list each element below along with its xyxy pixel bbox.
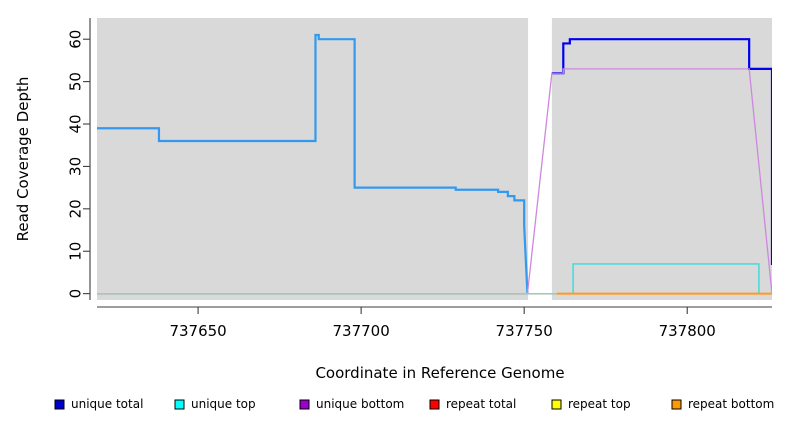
legend-swatch-unique-top bbox=[174, 399, 185, 410]
legend-swatch-repeat-bottom bbox=[671, 399, 682, 410]
y-tick-label: 50 bbox=[67, 72, 85, 91]
x-tick-label: 737800 bbox=[659, 322, 716, 340]
legend-swatch-unique-bottom bbox=[299, 399, 310, 410]
y-axis: 0 10 20 30 40 50 60 bbox=[67, 18, 91, 300]
y-tick-label: 0 bbox=[67, 289, 85, 299]
legend-label-unique-total: unique total bbox=[71, 397, 143, 411]
x-tick-label: 737650 bbox=[169, 322, 226, 340]
y-tick-label: 20 bbox=[67, 199, 85, 218]
series-line-unique-bottom bbox=[97, 68, 772, 295]
legend-label-unique-bottom: unique bottom bbox=[316, 397, 404, 411]
y-tick-label: 60 bbox=[67, 30, 85, 49]
x-tick-label: 737750 bbox=[496, 322, 553, 340]
legend-swatch-repeat-top bbox=[551, 399, 562, 410]
x-tick-label: 737700 bbox=[332, 322, 389, 340]
y-tick-label: 40 bbox=[67, 114, 85, 133]
legend-swatch-repeat-total bbox=[429, 399, 440, 410]
x-axis-title: Coordinate in Reference Genome bbox=[315, 364, 564, 382]
y-tick-label: 10 bbox=[67, 242, 85, 261]
series-line-unique-total-right bbox=[551, 38, 772, 266]
data-series-layer bbox=[97, 33, 772, 295]
legend-swatch-unique-total bbox=[54, 399, 65, 410]
chart-legend: unique total unique top unique bottom repea… bbox=[54, 397, 774, 411]
legend-label-unique-top: unique top bbox=[191, 397, 256, 411]
plot-panel-background bbox=[97, 18, 772, 300]
x-axis-ticks: 737650737700737750737800737850 bbox=[169, 307, 716, 340]
legend-label-repeat-top: repeat top bbox=[568, 397, 631, 411]
x-axis: 737650737700737750737800737850 bbox=[97, 306, 772, 340]
y-tick-label: 30 bbox=[67, 157, 85, 176]
y-axis-title: Read Coverage Depth bbox=[14, 77, 32, 242]
y-axis-ticks: 0 10 20 30 40 50 60 bbox=[67, 30, 90, 299]
series-line-unique-total bbox=[97, 33, 529, 294]
legend-label-repeat-bottom: repeat bottom bbox=[688, 397, 774, 411]
legend-label-repeat-total: repeat total bbox=[446, 397, 516, 411]
